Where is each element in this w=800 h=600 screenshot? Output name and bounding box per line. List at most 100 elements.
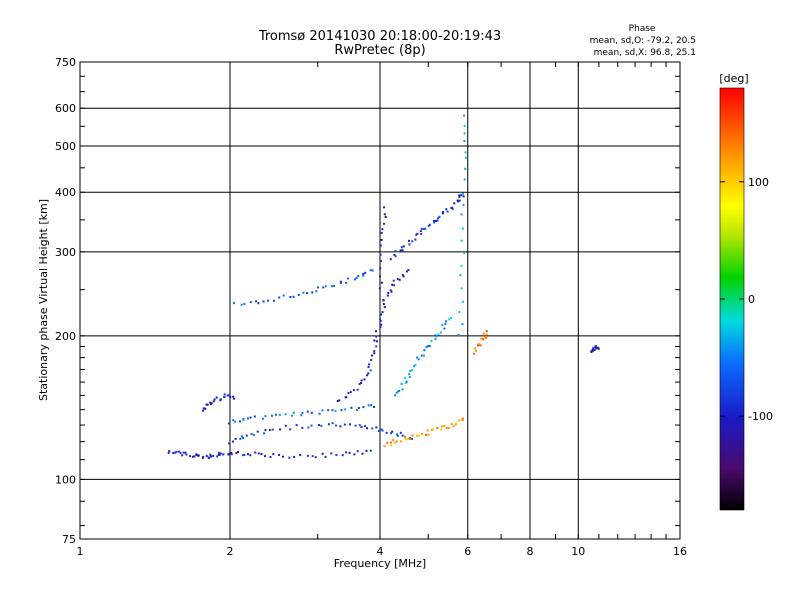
scatter-point [401,274,404,277]
scatter-point [311,291,314,294]
scatter-point [195,454,198,457]
scatter-point [463,178,466,181]
scatter-point [386,441,389,444]
scatter-point [394,441,397,444]
scatter-point [363,425,366,428]
scatter-point [464,156,467,159]
scatter-point [297,293,300,296]
scatter-point [302,291,305,294]
scatter-point [358,407,361,410]
scatter-point [409,369,412,372]
scatter-point [464,151,467,154]
scatter-point [380,281,383,284]
scatter-point [267,299,270,302]
scatter-point [400,382,403,385]
x-tick-label: 10 [571,545,585,558]
scatter-point [401,434,404,437]
scatter-point [179,451,182,454]
scatter-point [460,239,463,242]
scatter-point [592,346,595,349]
scatter-point [397,390,400,393]
scatter-point [356,450,359,453]
scatter-point [310,424,313,427]
y-tick-label: 75 [62,533,76,546]
scatter-point [463,252,466,255]
scatter-point [457,334,460,337]
scatter-point [339,281,342,284]
scatter-point [460,194,463,197]
scatter-point [295,424,298,427]
scatter-point [253,415,256,418]
scatter-point [378,287,381,290]
scatter-point [264,429,267,432]
scatter-point [389,444,392,447]
scatter-point [366,374,369,377]
scatter-point [339,425,342,428]
scatter-point [591,350,594,353]
scatter-point [427,433,430,436]
scatter-point [371,427,374,430]
scatter-point [478,343,481,346]
colorbar-ticks: 100 0 -100 [720,176,773,423]
scatter-point [386,294,389,297]
x-tick-label: 6 [464,545,471,558]
scatter-point [168,450,171,453]
scatter-point [374,330,377,333]
scatter-point [459,274,462,277]
scatter-point [345,396,348,399]
scatter-point [411,434,414,437]
scatter-point [290,414,293,417]
scatter-point [411,437,414,440]
scatter-point [247,417,250,420]
grid-lines [80,62,680,539]
scatter-point [382,303,385,306]
scatter-point [381,311,384,314]
scatter-point [315,290,318,293]
scatter-point [458,419,461,422]
scatter-point [218,451,221,454]
scatter-point [443,425,446,428]
scatter-point [334,410,337,413]
scatter-point [307,426,310,429]
scatter-point [331,422,334,425]
scatter-point [348,423,351,426]
scatter-point [356,408,359,411]
scatter-point [436,427,439,430]
scatter-point [463,124,466,127]
scatter-point [439,331,442,334]
y-tick-label: 100 [55,473,76,486]
scatter-point [383,206,386,209]
y-axis-label: Stationary phase Virtual Height [km] [37,199,50,401]
scatter-point [234,420,237,423]
scatter-point [232,419,235,422]
scatter-point [461,418,464,421]
scatter-point [463,132,466,135]
scatter-point [424,227,427,230]
scatter-point [360,425,363,428]
scatter-point [389,441,392,444]
scatter-point [458,195,461,198]
scatter-point [485,330,488,333]
scatter-point [382,222,385,225]
scatter-point [327,423,330,426]
scatter-point [417,358,420,361]
scatter-point [416,232,419,235]
scatter-point [463,140,466,143]
scatter-point [282,294,285,297]
scatter-point [404,438,407,441]
scatter-point [379,325,382,328]
scatter-point [263,432,266,435]
y-tick-label: 500 [55,140,76,153]
scatter-point [185,453,188,456]
scatter-point [344,408,347,411]
scatter-point [343,423,346,426]
scatter-point [480,337,483,340]
scatter-point [461,323,464,326]
scatter-point [222,453,225,456]
scatter-point [594,345,597,348]
scatter-point [419,230,422,233]
scatter-point [272,453,275,456]
scatter-point [213,398,216,401]
scatter-point [330,452,333,455]
